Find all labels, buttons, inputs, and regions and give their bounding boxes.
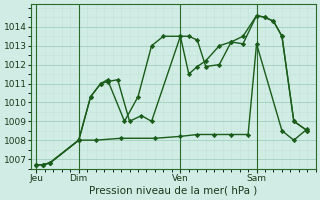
X-axis label: Pression niveau de la mer( hPa ): Pression niveau de la mer( hPa ): [90, 186, 258, 196]
